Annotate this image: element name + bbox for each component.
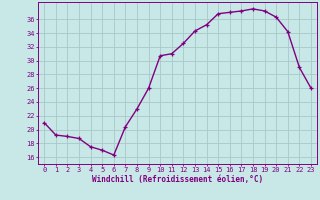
X-axis label: Windchill (Refroidissement éolien,°C): Windchill (Refroidissement éolien,°C) [92,175,263,184]
